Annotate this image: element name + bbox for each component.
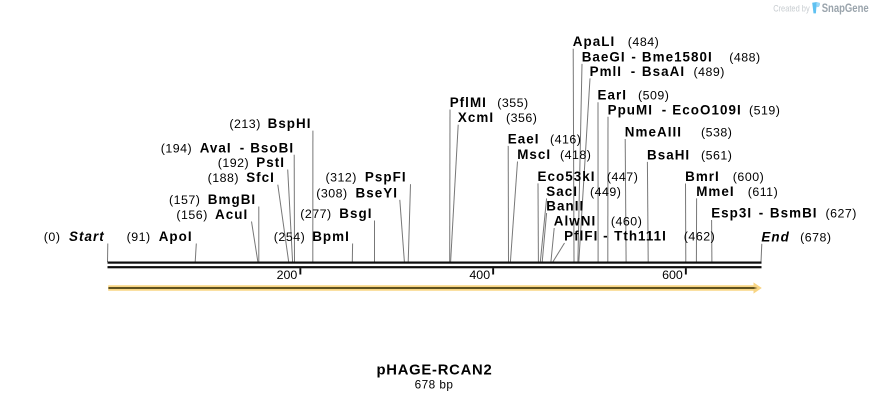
svg-text:(489): (489)	[694, 65, 725, 79]
svg-text:PflMI: PflMI	[450, 95, 487, 110]
svg-text:PstI: PstI	[256, 155, 285, 170]
svg-text:Start: Start	[69, 229, 105, 244]
svg-text:(356): (356)	[506, 111, 537, 125]
svg-text:BsaAI: BsaAI	[642, 64, 685, 79]
svg-text:MscI: MscI	[517, 147, 551, 162]
svg-text:NmeAIII: NmeAIII	[625, 125, 682, 140]
svg-text:(254): (254)	[274, 230, 305, 244]
svg-text:PmlI: PmlI	[590, 64, 622, 79]
svg-text:BmgBI: BmgBI	[208, 192, 256, 207]
svg-text:(488): (488)	[729, 50, 760, 64]
svg-text:EarI: EarI	[598, 88, 628, 103]
svg-text:200: 200	[277, 268, 298, 282]
svg-text:-: -	[603, 229, 607, 244]
svg-text:BsmBI: BsmBI	[770, 206, 818, 221]
svg-text:(308): (308)	[316, 186, 347, 200]
svg-text:(538): (538)	[701, 126, 732, 140]
svg-text:(194): (194)	[161, 141, 192, 155]
svg-text:(519): (519)	[749, 103, 780, 117]
svg-text:BaeGI: BaeGI	[582, 49, 626, 64]
svg-text:SfcI: SfcI	[246, 170, 275, 185]
svg-text:Esp3I: Esp3I	[711, 206, 752, 221]
svg-text:(312): (312)	[326, 171, 357, 185]
svg-text:400: 400	[469, 268, 490, 282]
svg-text:EaeI: EaeI	[508, 131, 540, 146]
svg-text:(213): (213)	[229, 117, 260, 131]
svg-text:Bme1580I: Bme1580I	[642, 49, 713, 64]
svg-text:(418): (418)	[560, 148, 591, 162]
svg-text:BsaHI: BsaHI	[647, 147, 690, 162]
svg-text:pHAGE-RCAN2: pHAGE-RCAN2	[377, 362, 493, 378]
svg-text:XcmI: XcmI	[458, 110, 494, 125]
svg-text:Tth111I: Tth111I	[614, 229, 667, 244]
svg-text:PpuMI: PpuMI	[608, 102, 653, 117]
svg-text:(600): (600)	[733, 170, 764, 184]
svg-text:(156): (156)	[176, 208, 207, 222]
svg-text:BspHI: BspHI	[268, 116, 312, 131]
svg-text:-: -	[662, 102, 666, 117]
svg-text:Created by: Created by	[773, 3, 810, 13]
svg-text:-: -	[631, 49, 635, 64]
svg-text:BanII: BanII	[546, 199, 584, 214]
svg-text:(192): (192)	[218, 156, 249, 170]
svg-text:(484): (484)	[628, 35, 659, 49]
svg-text:(0): (0)	[44, 230, 61, 244]
svg-text:(509): (509)	[638, 89, 669, 103]
svg-text:BsoBI: BsoBI	[250, 140, 294, 155]
svg-text:AcuI: AcuI	[215, 207, 248, 222]
svg-text:SnapGene: SnapGene	[822, 1, 869, 15]
svg-text:678 bp: 678 bp	[415, 377, 454, 391]
svg-text:-: -	[631, 64, 635, 79]
svg-text:ApoI: ApoI	[159, 229, 193, 244]
svg-text:BmrI: BmrI	[685, 169, 720, 184]
svg-text:MmeI: MmeI	[696, 184, 734, 199]
svg-text:BseYI: BseYI	[356, 185, 398, 200]
svg-text:(277): (277)	[300, 207, 331, 221]
svg-text:Eco53kI: Eco53kI	[538, 169, 596, 184]
svg-text:(611): (611)	[748, 185, 779, 199]
svg-text:(447): (447)	[607, 170, 638, 184]
svg-text:600: 600	[662, 268, 683, 282]
svg-text:PspFI: PspFI	[365, 170, 407, 185]
svg-text:EcoO109I: EcoO109I	[672, 102, 741, 117]
svg-text:(561): (561)	[701, 148, 732, 162]
svg-text:(157): (157)	[169, 193, 200, 207]
svg-text:PflFI: PflFI	[564, 229, 598, 244]
svg-text:(416): (416)	[550, 132, 581, 146]
svg-text:(188): (188)	[208, 171, 239, 185]
svg-text:(462): (462)	[684, 230, 715, 244]
svg-text:AvaI: AvaI	[200, 140, 232, 155]
svg-text:(91): (91)	[127, 230, 151, 244]
svg-text:ApaLI: ApaLI	[573, 34, 615, 49]
svg-text:(449): (449)	[590, 185, 621, 199]
svg-text:AlwNI: AlwNI	[554, 214, 596, 229]
svg-text:(678): (678)	[800, 230, 831, 244]
svg-text:-: -	[759, 206, 763, 221]
svg-text:End: End	[761, 229, 789, 244]
svg-text:(355): (355)	[497, 96, 528, 110]
svg-text:BsgI: BsgI	[339, 206, 372, 221]
svg-text:(460): (460)	[611, 215, 642, 229]
svg-text:(627): (627)	[826, 207, 857, 221]
svg-text:SacI: SacI	[546, 184, 578, 199]
svg-text:-: -	[240, 140, 244, 155]
svg-text:BpmI: BpmI	[312, 229, 350, 244]
